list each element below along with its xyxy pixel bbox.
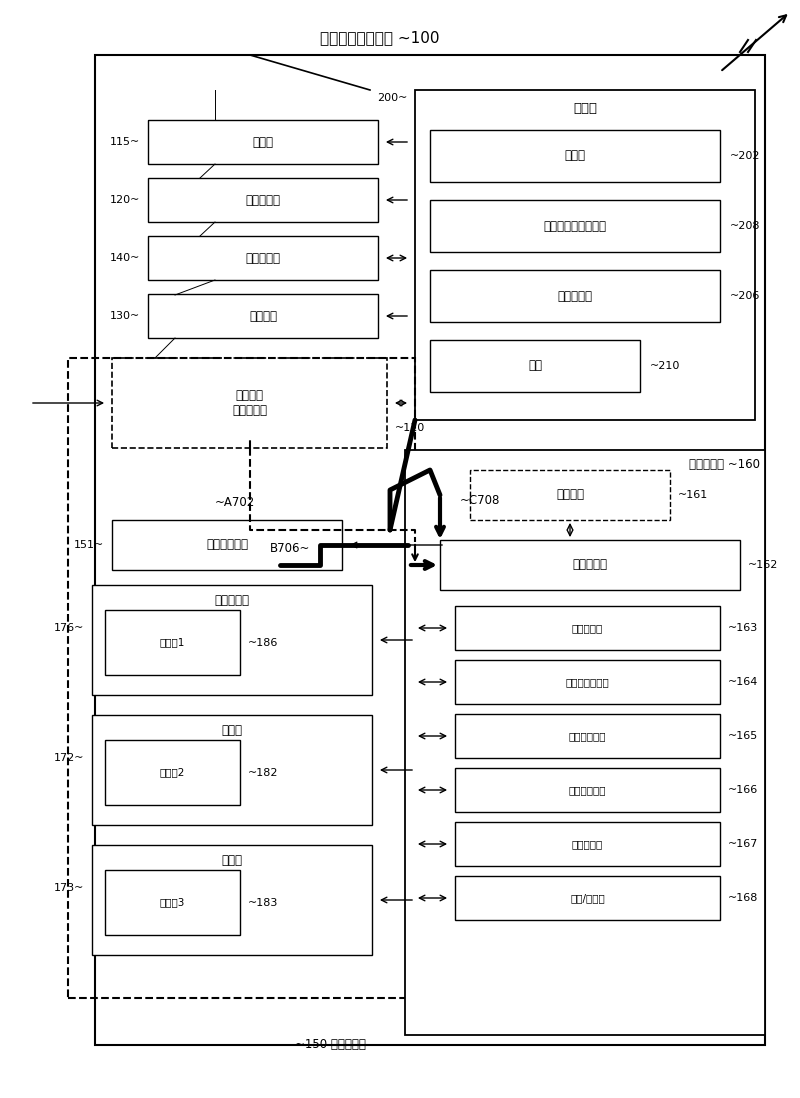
Bar (455, 822, 720, 866)
Text: 显示操作部: 显示操作部 (246, 193, 281, 206)
Text: 130~: 130~ (110, 311, 140, 321)
Text: 摄像机: 摄像机 (253, 135, 274, 148)
Text: ~182: ~182 (248, 768, 278, 777)
Bar (92, 845, 372, 955)
Text: 序列号辨识部: 序列号辨识部 (569, 785, 606, 795)
Text: 时钟: 时钟 (528, 359, 542, 372)
Text: 上位存储部: 上位存储部 (558, 290, 593, 303)
Text: 纸币读取部 ~160: 纸币读取部 ~160 (689, 458, 760, 471)
Bar (430, 340, 640, 392)
Bar (455, 714, 720, 758)
Text: ~165: ~165 (728, 731, 758, 741)
Bar (148, 294, 378, 338)
Text: 存储器2: 存储器2 (160, 768, 185, 777)
Bar (455, 606, 720, 650)
Text: 176~: 176~ (54, 623, 84, 634)
Text: 扫描仪部: 扫描仪部 (556, 489, 584, 502)
Text: 200~: 200~ (377, 93, 407, 103)
Text: 回收库: 回收库 (222, 725, 242, 738)
Text: 151~: 151~ (74, 540, 104, 550)
Bar (92, 585, 372, 695)
Text: B706~: B706~ (270, 541, 310, 554)
Bar (470, 470, 670, 520)
Text: 172~: 172~ (54, 753, 84, 763)
Bar (430, 130, 720, 182)
Text: ~167: ~167 (728, 839, 758, 849)
Bar (105, 740, 240, 805)
Bar (405, 450, 765, 1035)
Text: ~150 纸币输送部: ~150 纸币输送部 (294, 1039, 366, 1052)
Text: 现金自动交易装置 ~100: 现金自动交易装置 ~100 (320, 31, 440, 45)
Text: 保管库: 保管库 (222, 854, 242, 867)
Text: ~A702: ~A702 (215, 496, 255, 509)
Text: ~168: ~168 (728, 893, 758, 903)
Text: 通信部: 通信部 (565, 149, 586, 163)
Text: ~183: ~183 (248, 897, 278, 908)
Text: 140~: 140~ (110, 253, 140, 264)
Text: 173~: 173~ (54, 883, 84, 893)
Bar (455, 768, 720, 813)
Bar (148, 120, 378, 164)
Text: 纸币图像提取部: 纸币图像提取部 (566, 677, 610, 687)
Bar (430, 200, 720, 253)
Bar (92, 715, 372, 825)
Bar (105, 610, 240, 675)
Bar (430, 270, 720, 322)
Text: ~166: ~166 (728, 785, 758, 795)
Bar (148, 178, 378, 222)
Bar (112, 358, 387, 448)
Bar (440, 540, 740, 590)
Text: 忘取回收库: 忘取回收库 (214, 594, 250, 607)
Text: 识别控制部: 识别控制部 (573, 559, 607, 571)
Text: ~110: ~110 (395, 423, 426, 433)
Text: 卡受理部: 卡受理部 (249, 310, 277, 323)
Text: ~202: ~202 (730, 152, 761, 161)
Text: 存取款交易者确定部: 存取款交易者确定部 (543, 220, 606, 233)
Text: ~210: ~210 (650, 361, 680, 371)
Text: 存储器3: 存储器3 (160, 897, 185, 908)
Text: ~186: ~186 (248, 638, 278, 648)
Bar (455, 876, 720, 920)
Text: 115~: 115~ (110, 137, 140, 147)
Text: 压缩/加密部: 压缩/加密部 (570, 893, 605, 903)
Text: 识别存储部: 识别存储部 (572, 839, 603, 849)
Text: 序列号提取部: 序列号提取部 (569, 731, 606, 741)
Text: 存储器1: 存储器1 (160, 638, 185, 648)
Text: ~208: ~208 (730, 221, 761, 231)
Text: ~162: ~162 (748, 560, 778, 570)
Text: 纸币受理
支付机构部: 纸币受理 支付机构部 (232, 389, 267, 417)
Bar (95, 55, 765, 1045)
Text: ~C708: ~C708 (460, 493, 500, 506)
Text: ~163: ~163 (728, 623, 758, 634)
Text: 控制部: 控制部 (573, 101, 597, 114)
Text: ~161: ~161 (678, 490, 708, 500)
Text: 存折受理部: 存折受理部 (246, 251, 281, 265)
Bar (112, 520, 342, 570)
Bar (105, 870, 240, 935)
Bar (148, 236, 378, 280)
Text: 纸币判断部: 纸币判断部 (572, 623, 603, 634)
Text: ~206: ~206 (730, 291, 760, 301)
Bar (415, 90, 755, 421)
Text: 120~: 120~ (110, 195, 140, 205)
Bar (455, 660, 720, 704)
Bar (68, 358, 415, 998)
Text: ~164: ~164 (728, 677, 758, 687)
Text: 存取款处理部: 存取款处理部 (206, 538, 248, 551)
